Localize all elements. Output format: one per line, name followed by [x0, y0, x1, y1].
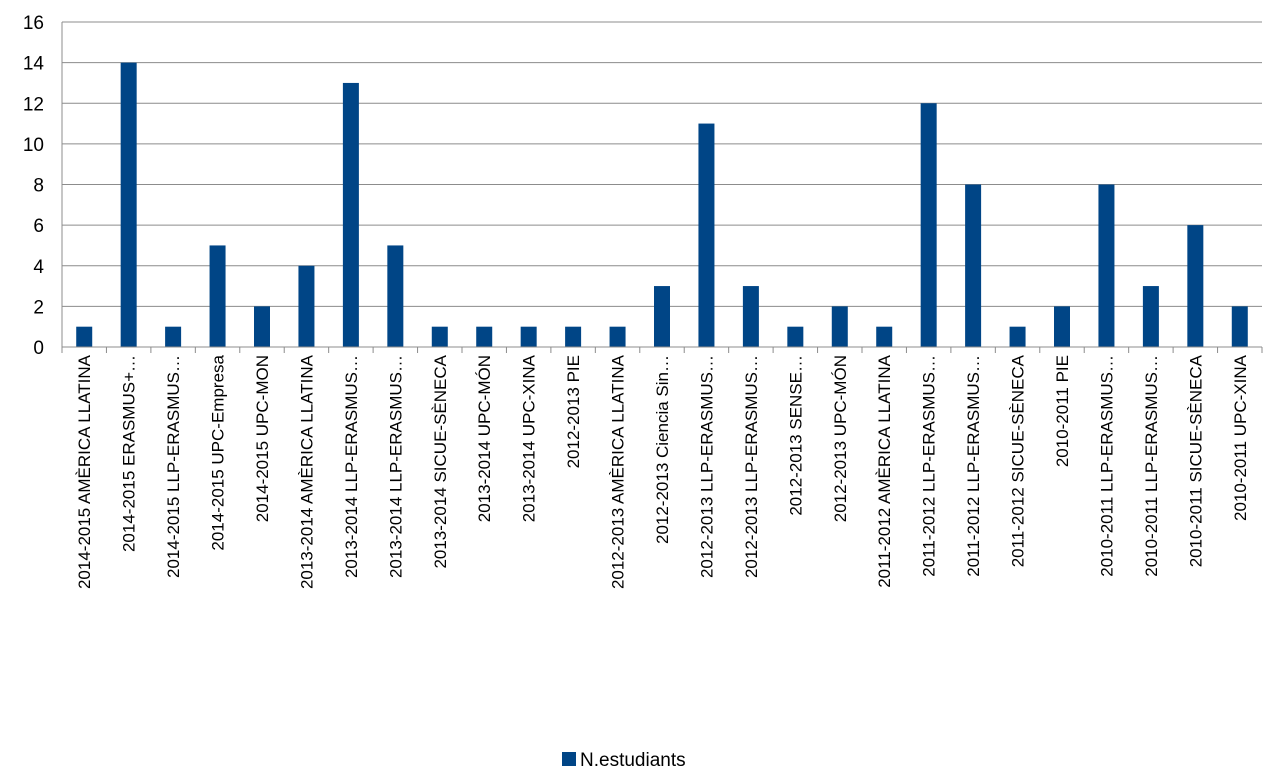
x-category-label: 2011-2012 AMÈRICA LLATINA — [875, 354, 894, 587]
y-tick-label: 14 — [23, 54, 45, 75]
bar — [165, 326, 182, 347]
x-category-label: 2013-2014 UPC-XINA — [520, 354, 539, 522]
x-category-label: 2011-2012 SICUE-SÈNECA — [1009, 354, 1028, 567]
bars — [76, 62, 1248, 347]
x-category-label: 2012-2013 LLP-ERASMUS… — [697, 355, 716, 578]
bar — [965, 184, 982, 347]
x-category-label: 2010-2011 LLP-ERASMUS… — [1142, 355, 1161, 577]
bar — [609, 326, 626, 347]
legend-label: N.estudiants — [580, 750, 686, 769]
bar — [76, 326, 93, 347]
x-category-label: 2013-2014 UPC-MÓN — [475, 355, 494, 522]
x-category-label: 2014-2015 AMÈRICA LLATINA — [75, 354, 94, 589]
x-category-label: 2010-2011 LLP-ERASMUS… — [1097, 355, 1116, 577]
x-axis: 2014-2015 AMÈRICA LLATINA 2014-2015 ERASM… — [61, 346, 1263, 589]
x-category-label: 2010-2011 UPC-XINA — [1231, 354, 1250, 521]
bar — [742, 286, 759, 347]
y-tick-label: 6 — [33, 216, 44, 237]
bar — [1098, 184, 1115, 347]
x-category-label: 2010-2011 PIE — [1053, 355, 1072, 467]
bar — [1231, 306, 1248, 347]
bar — [787, 326, 804, 347]
bar — [342, 82, 359, 347]
x-category-label: 2012-2013 LLP-ERASMUS… — [742, 355, 761, 578]
x-category-label: 2013-2014 LLP-ERASMUS… — [386, 355, 405, 578]
y-tick-label: 0 — [33, 338, 44, 359]
x-category-label: 2012-2013 UPC-MÓN — [831, 355, 850, 522]
bar — [565, 326, 582, 347]
bar — [920, 103, 937, 347]
bar — [431, 326, 448, 347]
legend: N.estudiants — [562, 750, 686, 769]
x-category-label: 2012-2013 AMÈRICA LLATINA — [609, 354, 628, 589]
y-tick-label: 4 — [33, 257, 44, 278]
y-tick-label: 16 — [23, 13, 44, 34]
x-category-label: 2010-2011 SICUE-SÈNECA — [1186, 354, 1205, 567]
bar — [476, 326, 493, 347]
bar — [831, 306, 848, 347]
bar — [387, 245, 404, 347]
x-category-label: 2012-2013 SENSE… — [786, 355, 805, 516]
y-axis: 0 2 4 6 8 10 12 14 16 — [23, 13, 63, 359]
x-category-label: 2014-2015 UPC-MON — [253, 355, 272, 522]
y-tick-label: 12 — [23, 94, 44, 115]
x-category-label: 2013-2014 LLP-ERASMUS… — [342, 355, 361, 578]
x-category-label: 2012-2013 Ciencia Sin… — [653, 355, 672, 544]
x-category-label: 2011-2012 LLP-ERASMUS… — [964, 355, 983, 577]
bar — [1142, 286, 1159, 347]
x-category-label: 2014-2015 ERASMUS+… — [120, 355, 139, 552]
y-tick-label: 8 — [33, 176, 44, 197]
x-category-label: 2013-2014 AMÈRICA LLATINA — [297, 354, 316, 589]
bar — [876, 326, 893, 347]
bar — [1054, 306, 1070, 347]
x-category-label: 2013-2014 SICUE-SÈNECA — [431, 354, 450, 568]
bar — [1009, 326, 1026, 347]
y-tick-label: 2 — [33, 297, 44, 318]
x-category-label: 2014-2015 LLP-ERASMUS… — [164, 355, 183, 578]
bar — [520, 326, 537, 347]
bar — [209, 245, 226, 347]
y-tick-label: 10 — [23, 135, 44, 156]
bar — [654, 286, 670, 347]
legend-swatch — [562, 752, 576, 766]
bar — [120, 62, 137, 347]
bar — [254, 306, 270, 347]
x-category-label: 2012-2013 PIE — [564, 355, 583, 468]
x-category-label: 2014-2015 UPC-Empresa — [209, 354, 228, 550]
bar — [698, 123, 715, 347]
bar — [298, 265, 315, 347]
x-category-label: 2011-2012 LLP-ERASMUS… — [920, 355, 939, 577]
bar — [1187, 225, 1204, 347]
